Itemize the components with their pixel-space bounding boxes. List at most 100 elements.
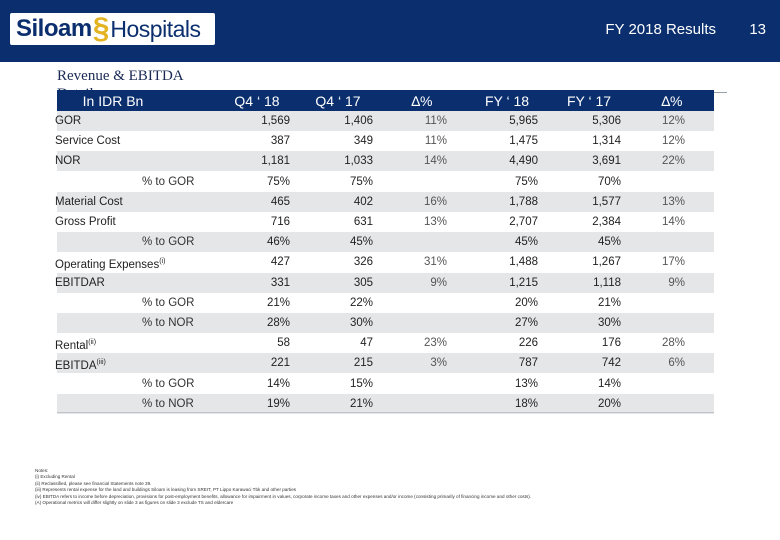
table-cell: 45% [349,236,373,249]
table-cell [377,394,447,414]
row-sublabel: % to GOR [142,377,195,390]
table-cell: 1,475 [509,135,538,148]
table-bottom-rule [57,412,714,413]
table-row: Rental(ii) 58 47 23% 226 176 28% [0,333,780,353]
table-cell: 18% [514,397,538,410]
table-cell: 23% [423,337,447,350]
table-cell: 787 [518,357,538,370]
table-row: % to GOR 14% 15% 13% 14% [0,374,780,394]
table-cell: 716 [270,216,290,228]
table-cell: 326 [353,256,373,269]
table-row: GOR 1,569 1,406 11% 5,965 5,306 12% [0,111,780,131]
table-cell: 1,033 [344,155,373,168]
table-row: % to NOR 28% 30% 27% 30% [0,313,780,333]
table-row: EBITDA(iii) 221 215 3% 787 742 6% [0,353,780,374]
table-cell: 387 [270,135,290,148]
row-sublabel: % to GOR [142,296,195,309]
footnote-line: Notes: [35,468,49,473]
header-title: FY 2018 Results [605,21,716,38]
section-title: Revenue & EBITDA Details [57,68,183,91]
table-cell: 2,707 [509,216,538,228]
table-cell: 11% [424,135,447,148]
page-number: 13 [749,21,766,38]
table-cell: 16% [423,195,447,208]
table-cell: 6% [668,357,685,370]
table-cell: 75% [349,175,373,188]
header-cell-delta-q: ∆% [411,93,433,109]
table-cell: 20% [514,296,538,309]
table-cell: 1,181 [261,155,290,168]
footnotes: Notes: (i) Excluding Rental (ii) Reclass… [35,468,735,506]
table-cell: 215 [353,357,373,370]
table-row: Gross Profit 716 631 13% 2,707 2,384 14% [0,212,780,232]
table-cell: 9% [430,276,447,289]
row-label: NOR [55,155,81,168]
table-cell: 28% [266,317,290,329]
table-row: % to GOR 21% 22% 20% 21% [0,293,780,313]
footnote-line: (iii) Represents rental expense for the … [35,487,297,493]
table-cell [615,394,685,414]
table-cell: 5,965 [509,115,538,127]
table-cell: 1,488 [509,256,538,269]
siloam-logo: Siloam § Hospitals [10,13,215,45]
table-cell: 1,118 [593,276,621,289]
row-label: Rental(ii) [55,339,97,353]
row-label: EBITDAR [55,276,105,289]
table-cell: 1,788 [509,195,538,208]
header-cell-delta-fy: ∆% [661,93,683,109]
table-cell: 14% [597,377,621,390]
table-cell: 13% [423,216,447,228]
table-cell: 1,406 [344,115,373,127]
table-cell: 349 [353,135,373,148]
footnote-line: (ii) Reclassified, please see financial … [35,480,152,486]
table-cell: 331 [270,276,290,289]
footnote-line: (A) Operational metrics will differ slig… [35,500,234,506]
table-cell [615,232,685,252]
table-cell: 427 [270,256,290,269]
table-cell: 226 [518,337,538,350]
row-label: GOR [55,115,82,127]
table-cell: 305 [353,276,373,289]
table-cell: 402 [353,195,373,208]
table-cell: 2,384 [592,216,621,228]
table-cell: 27% [514,317,538,329]
table-row: % to NOR 19% 21% 18% 20% [0,393,780,414]
row-label: EBITDA(iii) [55,359,106,373]
table-row: Operating Expenses(i) 427 326 31% 1,488 1,267… [0,252,780,272]
table-row: NOR 1,181 1,033 14% 4,490 3,691 22% [0,151,780,172]
table-cell: 11% [424,115,447,127]
header-cell-q4-18: Q4 ‘ 18 [234,93,280,109]
footnote-line: (i) Excluding Rental [35,474,75,480]
table-cell: 12% [661,115,685,127]
table-cell [377,313,447,333]
table-cell [615,293,685,313]
table-row: Service Cost 387 349 11% 1,475 1,314 12% [0,131,780,151]
table-cell: 465 [270,195,290,208]
table-row: % to GOR 75% 75% 75% 70% [0,172,780,192]
table-cell: 21% [597,296,621,309]
table-cell [615,172,685,192]
table-cell: 30% [597,317,621,329]
table-cell: 58 [277,337,290,350]
row-label: Operating Expenses(i) [55,258,166,272]
table-cell: 1,267 [592,256,621,269]
table-header: In IDR Bn Q4 ‘ 18 Q4 ‘ 17 ∆% FY ‘ 18 FY … [57,90,714,112]
table-cell: 12% [661,135,685,148]
table-cell: 75% [514,175,538,188]
row-label: Material Cost [55,195,123,208]
table-cell: 22% [349,296,373,309]
table-cell: 28% [661,337,685,350]
table-cell: 1,314 [592,135,621,148]
table-cell: 221 [270,357,290,370]
header-cell-fy-18: FY ‘ 18 [484,93,530,109]
row-label: Service Cost [55,135,121,148]
table-cell: 742 [601,357,621,370]
table-cell: 631 [353,216,373,228]
table-cell: 3% [430,357,447,370]
header-cell-label: In IDR Bn [82,93,144,109]
table-cell: 5,306 [592,115,621,127]
table-cell: 70% [597,175,621,188]
table-cell: 46% [266,236,290,249]
table-cell: 17% [661,256,685,269]
table-cell: 45% [597,236,621,249]
